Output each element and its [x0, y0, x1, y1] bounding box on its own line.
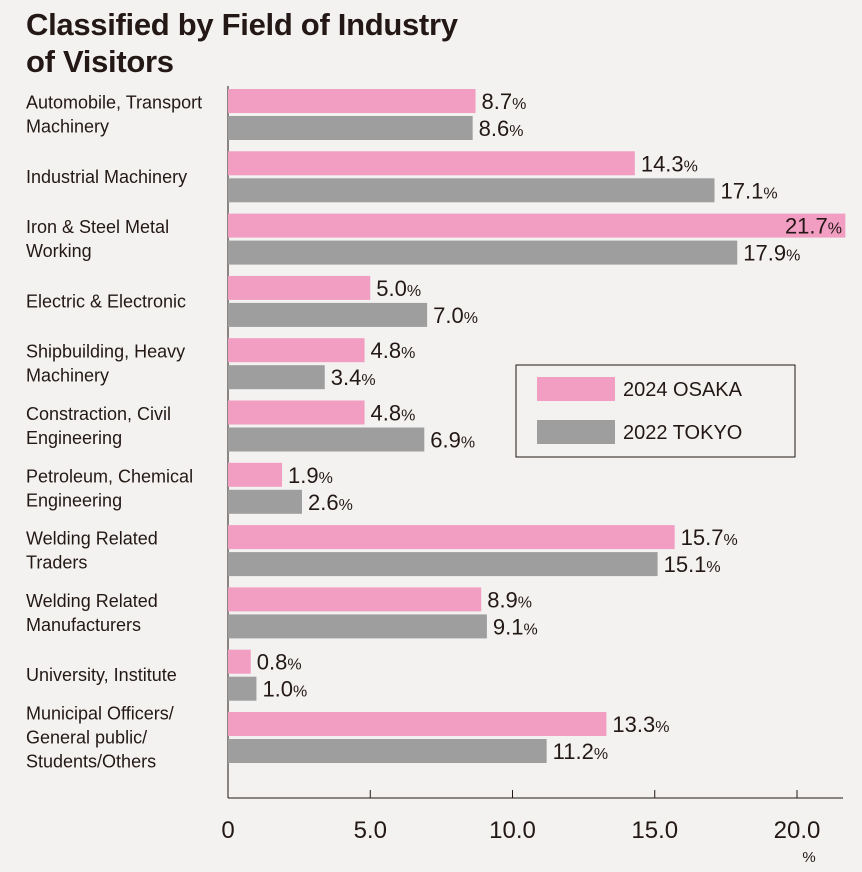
bar-value-label: 0.8% [257, 650, 302, 675]
bar-osaka [228, 587, 482, 612]
legend-swatch [537, 420, 615, 444]
legend-label: 2022 TOKYO [623, 422, 742, 444]
bar-value-label: 17.9% [743, 241, 800, 266]
x-tick-label: 20.0 [774, 817, 821, 844]
bar-value-label: 8.6% [479, 116, 524, 141]
bar-tokyo [228, 178, 715, 203]
bar-value-label: 15.1% [664, 552, 721, 577]
bar-value-label: 11.2% [553, 739, 608, 764]
bar-osaka [228, 89, 476, 113]
bar-osaka [228, 462, 283, 487]
bar-value-label: 8.9% [487, 587, 532, 612]
bar-value-label: 8.7% [482, 89, 527, 114]
category-label: Electric & Electronic [26, 291, 186, 311]
chart-title: Classified by Field of Industry of Visit… [26, 6, 458, 80]
x-axis-unit-label: % [802, 849, 815, 866]
category-label: Welding Related Traders [26, 529, 158, 573]
category-label: Welding Related Manufacturers [26, 591, 158, 635]
bar-tokyo [228, 116, 473, 140]
bar-tokyo [228, 552, 658, 577]
bar-value-label: 14.3% [641, 151, 698, 176]
bar-value-label: 1.0% [262, 677, 307, 702]
legend-swatch [537, 377, 615, 401]
bar-osaka [228, 151, 635, 176]
bar-tokyo [228, 427, 425, 452]
bar-value-label: 6.9% [430, 428, 475, 453]
bar-osaka [228, 400, 365, 425]
category-label: Municipal Officers/General public/Studen… [26, 704, 174, 772]
bar-osaka [228, 213, 846, 238]
bar-value-label: 15.7% [681, 525, 738, 550]
bar-osaka [228, 338, 365, 363]
bar-value-label: 21.7% [785, 214, 842, 239]
bar-value-label: 4.8% [371, 338, 416, 363]
bar-value-label: 3.4% [331, 365, 376, 390]
legend-label: 2024 OSAKA [623, 379, 743, 401]
chart-title-line-1: Classified by Field of Industry [26, 7, 458, 42]
x-tick-label: 0 [221, 817, 234, 844]
category-label: Petroleum, Chemical Engineering [26, 466, 193, 510]
category-label: Iron & Steel Metal Working [26, 217, 169, 261]
bar-tokyo [228, 739, 547, 763]
bar-tokyo [228, 614, 487, 639]
category-label: University, Institute [26, 665, 177, 685]
bar-osaka [228, 275, 371, 300]
bar-value-label: 7.0% [433, 303, 478, 328]
category-label: Constraction, Civil Engineering [26, 404, 171, 448]
bar-osaka [228, 712, 607, 736]
bar-value-label: 9.1% [493, 614, 538, 639]
x-tick-label: 15.0 [631, 817, 678, 844]
bar-tokyo [228, 240, 738, 265]
bar-value-label: 4.8% [371, 401, 416, 426]
bar-value-label: 17.1% [720, 178, 777, 203]
x-tick-label: 5.0 [354, 817, 387, 844]
bar-value-label: 2.6% [308, 490, 353, 515]
x-tick-label: 10.0 [489, 817, 536, 844]
category-label: Industrial Machinery [26, 167, 187, 187]
bar-tokyo [228, 302, 428, 327]
category-label: Shipbuilding, Heavy Machinery [26, 342, 185, 386]
bar-value-label: 5.0% [376, 276, 421, 301]
bar-tokyo [228, 489, 302, 514]
bar-tokyo [228, 676, 257, 701]
chart-title-line-2: of Visitors [26, 44, 174, 79]
bar-osaka [228, 649, 251, 674]
bar-tokyo [228, 365, 325, 390]
category-label: Automobile, Transport Machinery [26, 93, 202, 137]
bar-value-label: 13.3% [612, 712, 669, 737]
bar-osaka [228, 525, 675, 550]
bar-value-label: 1.9% [288, 463, 333, 488]
